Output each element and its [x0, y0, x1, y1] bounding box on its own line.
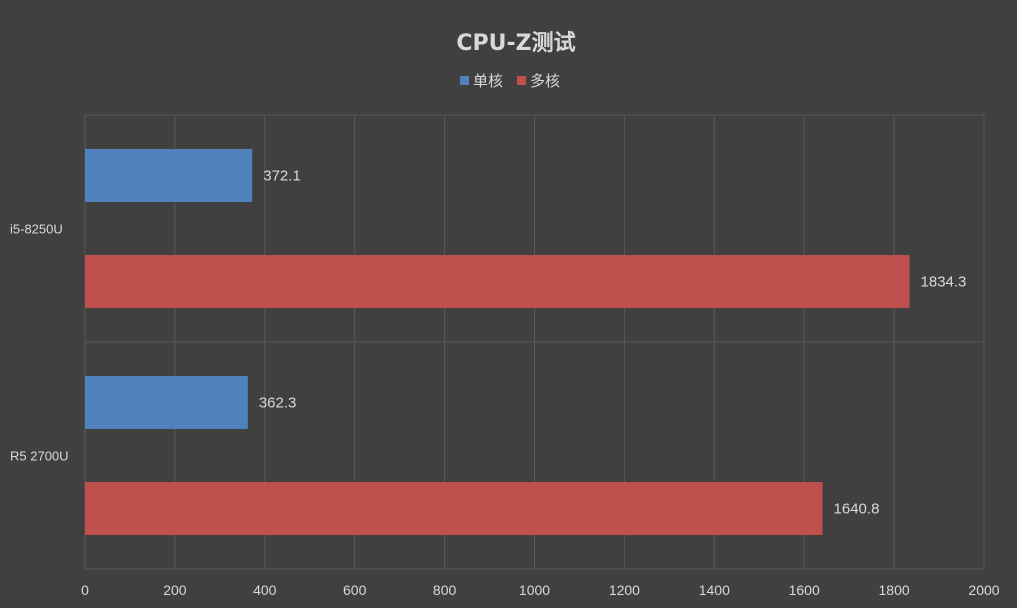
- bar-multi-core-0: [85, 255, 910, 308]
- bar-single-core-1: [85, 376, 248, 429]
- category-label-1: R5 2700U: [10, 449, 69, 464]
- x-tick-label-8: 1600: [789, 582, 820, 598]
- bar-single-core-0: [85, 149, 253, 202]
- x-tick-label-1: 200: [163, 582, 187, 598]
- category-labels: i5-8250U R5 2700U: [10, 222, 69, 464]
- legend-label-single-core: 单核: [473, 72, 503, 90]
- data-labels: 372.1 1834.3 362.3 1640.8: [259, 168, 967, 518]
- legend-label-multi-core: 多核: [530, 72, 560, 90]
- data-label-multi-core-0: 1834.3: [921, 274, 967, 291]
- bars: [85, 149, 910, 535]
- x-tick-label-0: 0: [81, 582, 89, 598]
- chart-title: CPU-Z测试: [456, 31, 575, 56]
- legend-swatch-multi-core: [517, 76, 526, 85]
- x-tick-label-9: 1800: [879, 582, 910, 598]
- x-tick-label-5: 1000: [519, 582, 550, 598]
- data-label-multi-core-1: 1640.8: [834, 501, 880, 518]
- bar-multi-core-1: [85, 482, 823, 535]
- data-label-single-core-0: 372.1: [263, 168, 301, 185]
- x-tick-label-3: 600: [343, 582, 367, 598]
- legend-swatch-single-core: [460, 76, 469, 85]
- x-tick-label-2: 400: [253, 582, 277, 598]
- category-label-0: i5-8250U: [10, 222, 63, 237]
- x-tick-label-7: 1400: [699, 582, 730, 598]
- x-tick-label-10: 2000: [968, 582, 999, 598]
- x-tick-label-6: 1200: [609, 582, 640, 598]
- legend: 单核 多核: [460, 72, 560, 90]
- x-axis-tick-labels: 0 200 400 600 800 1000 1200 1400 1600 1800 2000: [81, 582, 1000, 598]
- x-tick-label-4: 800: [433, 582, 457, 598]
- data-label-single-core-1: 362.3: [259, 395, 297, 412]
